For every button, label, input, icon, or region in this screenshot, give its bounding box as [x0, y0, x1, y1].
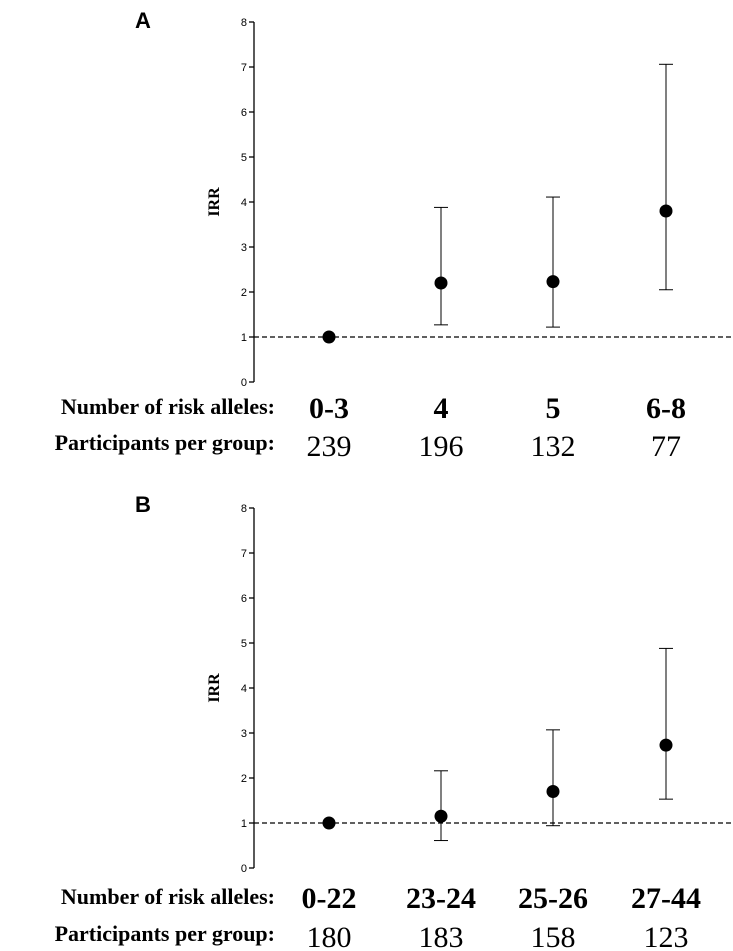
panel-letter: B [135, 492, 151, 517]
category-label: 0-3 [309, 392, 349, 425]
participant-count: 158 [531, 921, 576, 951]
row-label-risk-alleles: Number of risk alleles: [61, 884, 275, 909]
data-point [434, 809, 448, 823]
y-tick-label: 6 [241, 593, 247, 605]
y-tick-label: 4 [241, 197, 247, 209]
category-label: 27-44 [631, 882, 701, 915]
row-label-participants: Participants per group: [55, 921, 275, 946]
category-label: 25-26 [518, 882, 588, 915]
data-point [659, 738, 673, 752]
y-tick-label: 0 [241, 377, 247, 389]
y-axis-title: IRR [206, 673, 223, 703]
row-label-participants: Participants per group: [55, 430, 275, 455]
data-point [434, 276, 448, 290]
y-tick-label: 2 [241, 287, 247, 299]
y-tick-label: 5 [241, 152, 247, 164]
chart-panel-a: A IRR 0 1 2 3 4 5 6 7 8 Number of risk alleles: Part… [55, 8, 733, 463]
data-point [546, 275, 560, 289]
data-point [659, 204, 673, 218]
y-tick-label: 7 [241, 548, 247, 560]
category-label: 4 [434, 392, 449, 425]
participant-count: 183 [419, 921, 464, 951]
y-tick-label: 4 [241, 683, 247, 695]
row-label-risk-alleles: Number of risk alleles: [61, 394, 275, 419]
category-label: 5 [546, 392, 561, 425]
y-tick-label: 2 [241, 773, 247, 785]
category-label: 6-8 [646, 392, 686, 425]
y-tick-label: 3 [241, 242, 247, 254]
category-label: 0-22 [302, 882, 357, 915]
participant-count: 239 [307, 430, 352, 463]
y-tick-label: 8 [241, 17, 247, 29]
data-point [322, 816, 336, 830]
y-tick-label: 8 [241, 503, 247, 515]
panel-letter: A [135, 8, 151, 33]
y-tick-label: 5 [241, 638, 247, 650]
category-label: 23-24 [406, 882, 476, 915]
participant-count: 180 [307, 921, 352, 951]
participant-count: 196 [419, 430, 464, 463]
data-point [546, 785, 560, 798]
y-tick-label: 1 [241, 332, 247, 344]
y-tick-label: 6 [241, 107, 247, 119]
participant-count: 77 [651, 430, 681, 463]
y-axis-title: IRR [206, 187, 223, 217]
y-tick-label: 0 [241, 863, 247, 875]
data-point [322, 330, 336, 344]
participant-count: 132 [531, 430, 576, 463]
participant-count: 123 [644, 921, 689, 951]
y-tick-label: 3 [241, 728, 247, 740]
y-tick-label: 1 [241, 818, 247, 830]
y-tick-label: 7 [241, 62, 247, 74]
